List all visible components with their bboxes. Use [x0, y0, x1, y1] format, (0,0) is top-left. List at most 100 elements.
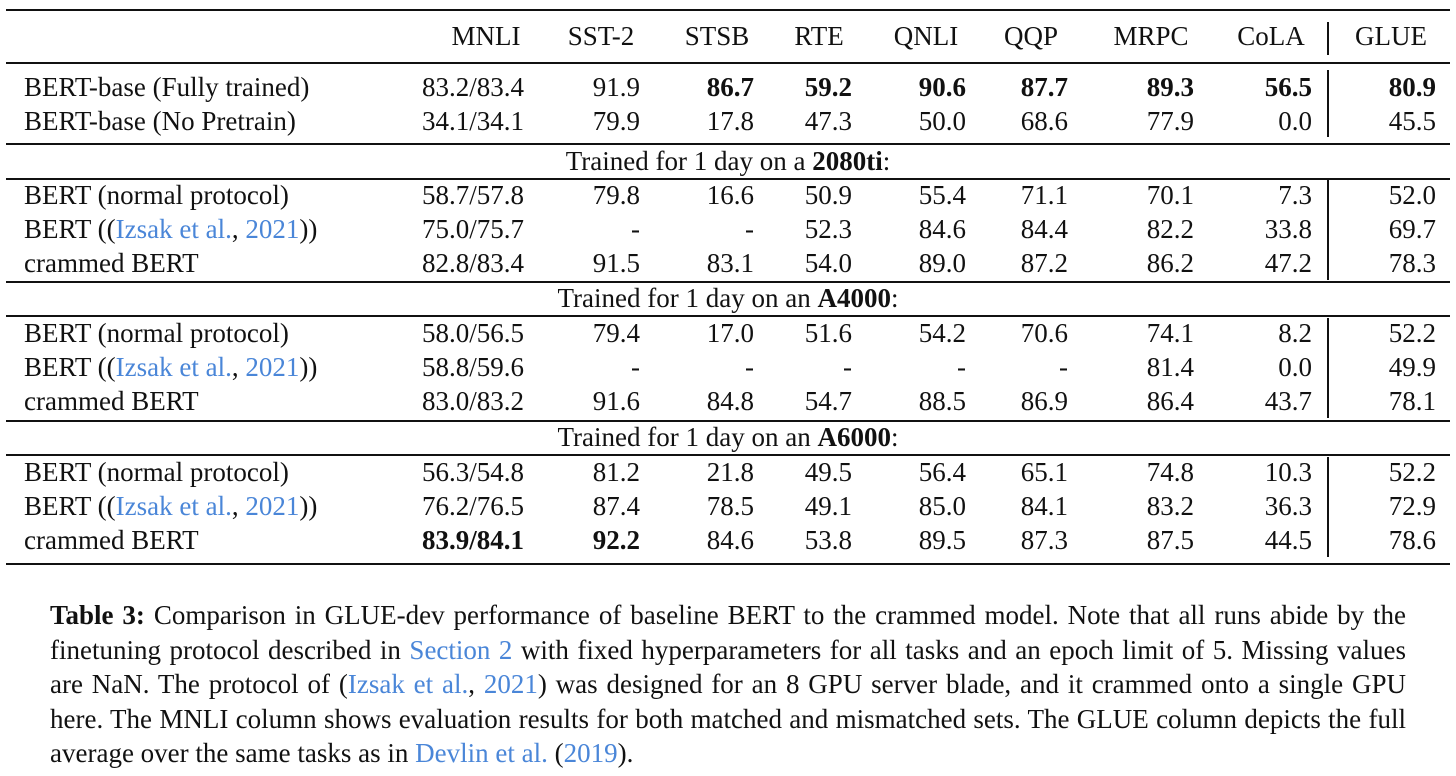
glue-separator [1327, 70, 1329, 137]
value-cell: 81.4 [1146, 352, 1194, 382]
value-cell: 81.2 [592, 457, 640, 487]
table-row: BERT-base (No Pretrain) 34.1/34.1 79.9 1… [6, 104, 1450, 138]
value-cell: 76.2/76.5 [421, 491, 524, 521]
glue-separator [1327, 22, 1329, 55]
section-link[interactable]: Section 2 [409, 634, 513, 665]
value-cell: - [1059, 352, 1068, 382]
value-cell: 10.3 [1264, 457, 1312, 487]
baseline-rule [6, 143, 1450, 145]
bottom-rule [6, 563, 1450, 565]
value-cell: 52.2 [1388, 457, 1436, 487]
citation-year-link[interactable]: 2021 [483, 669, 538, 699]
value-cell: 7.3 [1278, 180, 1312, 210]
column-header: STSB [684, 21, 750, 51]
value-cell: 71.1 [1020, 180, 1068, 210]
column-header: SST-2 [567, 21, 635, 51]
table-row: crammed BERT 83.0/83.2 91.6 84.8 54.7 88… [6, 384, 1450, 418]
value-cell: 84.1 [1020, 491, 1068, 521]
model-name: BERT-base (Fully trained) [24, 72, 310, 102]
value-cell: 56.3/54.8 [421, 457, 524, 487]
value-cell: 83.1 [706, 248, 754, 278]
section-header: Trained for 1 day on an A4000: [557, 283, 899, 313]
value-cell: 54.7 [804, 386, 852, 416]
value-cell: 79.8 [592, 180, 640, 210]
value-cell: 87.5 [1146, 525, 1194, 555]
citation-link[interactable]: Devlin et al. [415, 738, 548, 768]
value-cell: 91.6 [592, 386, 640, 416]
value-cell: 86.7 [706, 72, 754, 102]
citation-link[interactable]: Izsak et al. [115, 214, 232, 244]
model-name: BERT (normal protocol) [24, 180, 289, 210]
value-cell: 83.2/83.4 [421, 72, 524, 102]
header-rule [6, 62, 1450, 64]
value-cell: 49.9 [1388, 352, 1436, 382]
value-cell: 17.8 [706, 106, 754, 136]
value-cell: 50.9 [804, 180, 852, 210]
gpu-name: 2080ti [812, 146, 883, 176]
value-cell: 89.3 [1146, 72, 1194, 102]
value-cell: 70.6 [1020, 318, 1068, 348]
column-header: RTE [794, 21, 844, 51]
table-caption: Table 3: Comparison in GLUE-dev performa… [50, 598, 1406, 771]
value-cell: 88.5 [918, 386, 966, 416]
value-cell: 91.9 [592, 72, 640, 102]
citation-year-link[interactable]: 2021 [245, 352, 300, 382]
citation-link[interactable]: Izsak et al. [347, 669, 469, 699]
column-header: MNLI [451, 21, 521, 51]
value-cell: 52.3 [804, 214, 852, 244]
value-cell: 0.0 [1278, 352, 1312, 382]
model-name: crammed BERT [24, 248, 199, 278]
model-name: crammed BERT [24, 386, 199, 416]
value-cell: 78.6 [1388, 525, 1436, 555]
model-name: BERT ((Izsak et al., 2021)) [24, 214, 318, 244]
block-rule-2 [6, 420, 1450, 422]
section-rule-2 [6, 315, 1450, 317]
value-cell: 84.4 [1020, 214, 1068, 244]
value-cell: - [843, 352, 852, 382]
table-row: BERT (normal protocol) 56.3/54.8 81.2 21… [6, 455, 1450, 489]
glue-separator [1327, 457, 1329, 557]
value-cell: 78.5 [706, 491, 754, 521]
column-header: QNLI [893, 21, 959, 51]
citation-link[interactable]: Izsak et al. [115, 491, 232, 521]
model-name: BERT ((Izsak et al., 2021)) [24, 491, 318, 521]
value-cell: 78.3 [1388, 248, 1436, 278]
value-cell: 90.6 [918, 72, 966, 102]
value-cell: 8.2 [1278, 318, 1312, 348]
value-cell: 52.0 [1388, 180, 1436, 210]
column-header: CoLA [1237, 21, 1305, 51]
model-name: BERT (normal protocol) [24, 457, 289, 487]
value-cell: 54.0 [804, 248, 852, 278]
value-cell: 49.1 [804, 491, 852, 521]
value-cell: 84.6 [918, 214, 966, 244]
value-cell: 87.2 [1020, 248, 1068, 278]
value-cell: - [745, 214, 754, 244]
citation-year-link[interactable]: 2021 [245, 491, 300, 521]
section-rule-3 [6, 454, 1450, 456]
value-cell: 80.9 [1388, 72, 1436, 102]
value-cell: 36.3 [1264, 491, 1312, 521]
citation-year-link[interactable]: 2021 [245, 214, 300, 244]
value-cell: 84.6 [706, 525, 754, 555]
column-header: QQP [1003, 21, 1058, 51]
value-cell: 34.1/34.1 [421, 106, 524, 136]
value-cell: 58.7/57.8 [421, 180, 524, 210]
value-cell: 79.4 [592, 318, 640, 348]
caption-label: Table 3: [50, 600, 145, 630]
value-cell: 47.3 [804, 106, 852, 136]
section-header: Trained for 1 day on a 2080ti: [565, 146, 891, 176]
value-cell: 69.7 [1388, 214, 1436, 244]
table-row: BERT-base (Fully trained) 83.2/83.4 91.9… [6, 70, 1450, 104]
value-cell: 21.8 [706, 457, 754, 487]
value-cell: 87.3 [1020, 525, 1068, 555]
header-row: MNLI SST-2 STSB RTE QNLI QQP MRPC CoLA G… [6, 19, 1450, 53]
table-row: BERT ((Izsak et al., 2021)) 58.8/59.6 - … [6, 350, 1450, 384]
value-cell: 43.7 [1264, 386, 1312, 416]
citation-year-link[interactable]: 2019 [563, 738, 618, 768]
citation-link[interactable]: Izsak et al. [115, 352, 232, 382]
value-cell: 87.7 [1020, 72, 1068, 102]
value-cell: 86.9 [1020, 386, 1068, 416]
model-name: BERT-base (No Pretrain) [24, 106, 296, 136]
value-cell: 51.6 [804, 318, 852, 348]
section-header-row: Trained for 1 day on an A6000: [6, 420, 1450, 454]
